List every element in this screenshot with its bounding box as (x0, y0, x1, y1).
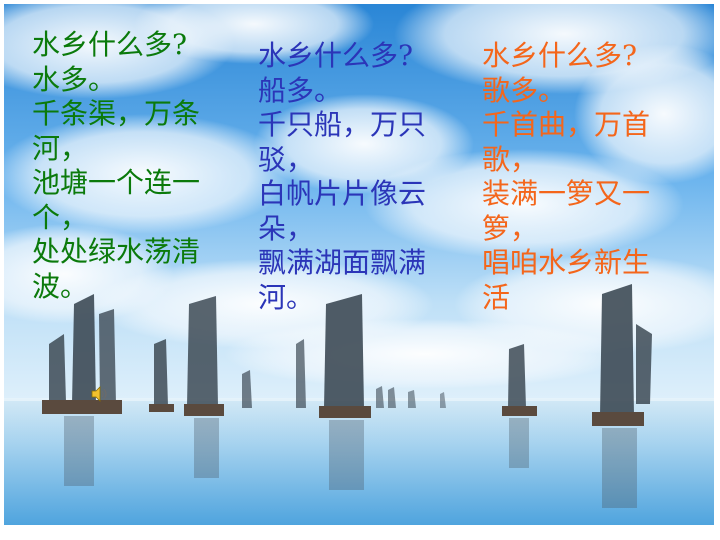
poem-line: 水多。 (32, 62, 117, 96)
reflections (64, 416, 637, 508)
poem-line: 水乡什么多? (258, 39, 414, 72)
poem-line: 河， (32, 131, 89, 165)
poem-line: 水乡什么多? (32, 28, 188, 61)
poem-line: 装满一箩又一 (482, 177, 651, 210)
poem-line: 唱咱水乡新生 (482, 246, 651, 279)
poem-line: 箩， (482, 211, 539, 245)
poem-line: 白帆片片像云 (258, 177, 427, 210)
poem-songs: 水乡什么多? 歌多。 千首曲，万首 歌， 装满一箩又一 箩， 唱咱水乡新生 活 (482, 39, 682, 315)
poem-line: 活 (482, 280, 511, 314)
poem-line: 千只船，万只 (258, 108, 427, 141)
poem-line: 朵， (258, 211, 315, 245)
poem-line: 歌， (482, 142, 539, 176)
poem-line: 河。 (258, 280, 315, 314)
poem-line: 船多。 (258, 73, 343, 107)
clouds (4, 4, 714, 389)
poem-boats: 水乡什么多? 船多。 千只船，万只 驳， 白帆片片像云 朵， 飘满湖面飘满 河。 (258, 39, 458, 315)
poem-line: 驳， (258, 142, 315, 176)
poem-line: 个， (32, 200, 89, 234)
sailboats (42, 284, 652, 426)
lake-sailboat-background (4, 4, 714, 525)
poem-line: 水乡什么多? (482, 39, 638, 72)
poem-line: 千条渠，万条 (32, 97, 201, 130)
poem-line: 千首曲，万首 (482, 108, 651, 141)
poem-line: 池塘一个连一 (32, 166, 201, 199)
speaker-icon[interactable] (90, 385, 108, 403)
poem-water: 水乡什么多? 水多。 千条渠，万条 河， 池塘一个连一 个， 处处绿水荡清 波。 (32, 28, 232, 304)
poem-line: 飘满湖面飘满 (258, 246, 427, 279)
poem-line: 歌多。 (482, 73, 567, 107)
background-illustration (4, 4, 714, 525)
poem-line: 处处绿水荡清 (32, 235, 201, 268)
poem-line: 波。 (32, 269, 89, 303)
